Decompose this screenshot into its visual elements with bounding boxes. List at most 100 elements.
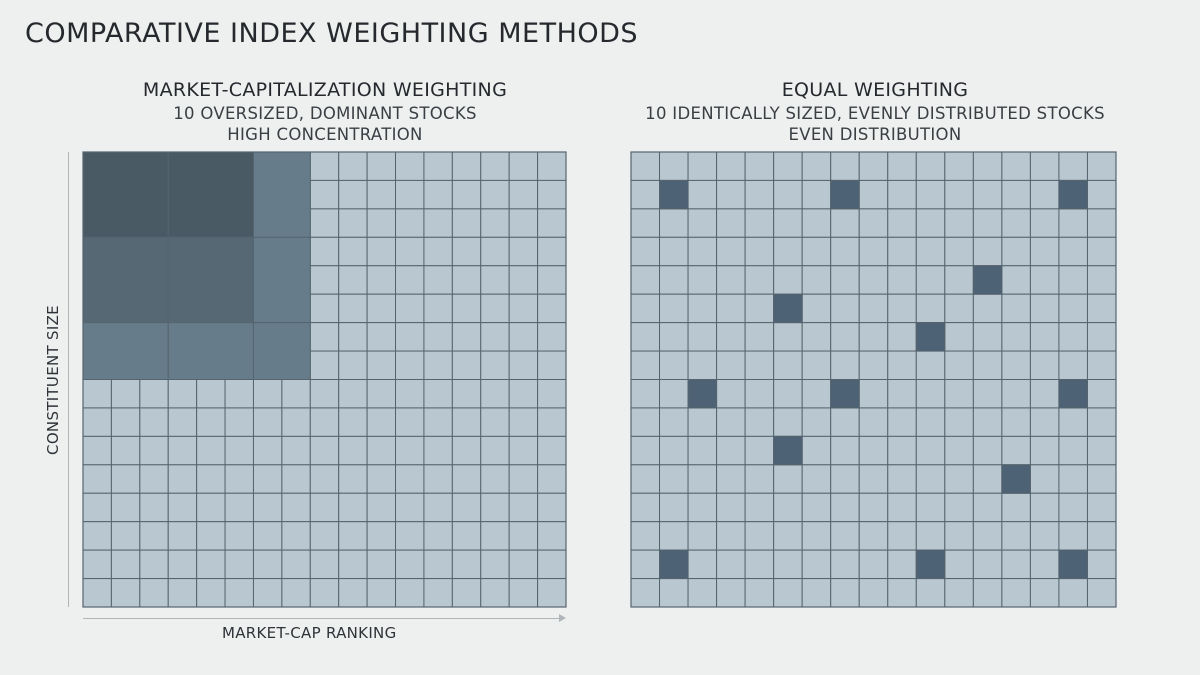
equal-weight-cell-cell <box>687 464 718 494</box>
market-cap-small-stock-cell <box>395 464 425 494</box>
equal-weight-cell-cell <box>915 407 946 437</box>
equal-weight-cell-cell <box>716 379 746 409</box>
market-cap-small-stock-cell <box>451 179 482 210</box>
market-cap-small-stock-cell <box>395 578 425 608</box>
market-cap-small-stock-cell <box>338 521 368 551</box>
market-cap-small-stock-cell <box>451 322 482 352</box>
market-cap-small-stock-cell <box>480 578 510 608</box>
market-cap-small-stock-cell <box>196 464 226 494</box>
market-cap-small-stock-cell <box>480 179 510 210</box>
equal-weight-stock <box>830 179 860 210</box>
market-cap-small-stock-cell <box>338 350 368 380</box>
equal-weight-cell-cell <box>744 322 775 352</box>
market-cap-small-stock-cell <box>281 492 311 523</box>
equal-weight-cell-cell <box>744 265 775 295</box>
market-cap-small-stock-cell <box>480 322 510 352</box>
equal-weight-cell-cell <box>716 435 746 466</box>
equal-weight-cell-cell <box>773 179 803 210</box>
equal-weight-cell-cell <box>744 379 775 409</box>
equal-weight-cell-cell <box>887 350 917 380</box>
market-cap-small-stock-cell <box>451 265 482 295</box>
market-cap-small-stock-cell <box>167 464 198 494</box>
equal-weight-cell-cell <box>1001 293 1031 324</box>
market-cap-small-stock-cell <box>395 379 425 409</box>
market-cap-small-stock-cell <box>309 151 340 181</box>
equal-weight-cell-cell <box>1029 322 1060 352</box>
market-cap-small-stock-cell <box>309 350 340 380</box>
market-cap-small-stock-cell <box>537 350 567 380</box>
market-cap-small-stock-cell <box>508 435 539 466</box>
equal-weight-cell-cell <box>915 179 946 210</box>
market-cap-small-stock-cell <box>252 435 283 466</box>
market-cap-small-stock-cell <box>423 521 453 551</box>
market-cap-small-stock-cell <box>110 549 141 580</box>
equal-weight-cell-cell <box>858 379 889 409</box>
equal-weight-cell-cell <box>858 236 889 267</box>
market-cap-small-stock-cell <box>451 208 482 238</box>
equal-weight-cell-cell <box>801 578 832 608</box>
equal-weight-stock <box>773 435 803 466</box>
market-cap-small-stock-cell <box>309 322 340 352</box>
market-cap-small-stock-cell <box>395 549 425 580</box>
market-cap-small-stock-cell <box>423 322 453 352</box>
equal-weight-cell-cell <box>944 435 974 466</box>
market-cap-small-stock-cell <box>366 151 397 181</box>
market-cap-small-stock-cell <box>508 151 539 181</box>
y-axis-label: CONSTITUENT SIZE <box>44 305 62 455</box>
equal-weight-cell-cell <box>1086 578 1117 608</box>
equal-weight-cell-cell <box>915 265 946 295</box>
equal-weight-cell-cell <box>944 521 974 551</box>
equal-weight-cell-cell <box>944 293 974 324</box>
equal-weight-stock <box>687 379 718 409</box>
equal-weight-cell-cell <box>887 322 917 352</box>
equal-weight-cell-cell <box>630 435 661 466</box>
equal-weight-cell-cell <box>1029 435 1060 466</box>
market-cap-small-stock-cell <box>451 549 482 580</box>
equal-weight-cell-cell <box>858 293 889 324</box>
equal-weight-cell-cell <box>887 379 917 409</box>
market-cap-small-stock-cell <box>508 578 539 608</box>
market-cap-small-stock-cell <box>423 350 453 380</box>
market-cap-small-stock-cell <box>252 521 283 551</box>
equal-weight-cell-cell <box>744 492 775 523</box>
equal-weight-cell-cell <box>716 151 746 181</box>
market-cap-small-stock-cell <box>338 293 368 324</box>
equal-weight-cell-cell <box>944 151 974 181</box>
equal-weight-cell-cell <box>687 208 718 238</box>
equal-weight-panel-header: EQUAL WEIGHTING 10 IDENTICALLY SIZED, EV… <box>620 80 1130 145</box>
market-cap-small-stock-cell <box>395 265 425 295</box>
equal-weight-cell-cell <box>858 208 889 238</box>
equal-weight-cell-cell <box>630 549 661 580</box>
equal-weight-stock <box>830 379 860 409</box>
market-cap-small-stock-cell <box>395 521 425 551</box>
equal-weight-cell-cell <box>972 151 1003 181</box>
equal-weight-cell-cell <box>1058 265 1088 295</box>
equal-weight-cell-cell <box>1058 350 1088 380</box>
equal-weight-cell-cell <box>659 464 689 494</box>
market-cap-panel-header: MARKET-CAPITALIZATION WEIGHTING 10 OVERS… <box>85 80 565 145</box>
equal-weight-heading: EQUAL WEIGHTING <box>781 79 969 101</box>
equal-weight-cell-cell <box>1058 293 1088 324</box>
market-cap-small-stock-cell <box>451 379 482 409</box>
market-cap-small-stock-cell <box>139 379 169 409</box>
market-cap-small-stock-cell <box>508 521 539 551</box>
equal-weight-cell-cell <box>1001 379 1031 409</box>
market-cap-small-stock-cell <box>338 208 368 238</box>
equal-weight-cell-cell <box>801 492 832 523</box>
equal-weight-cell-cell <box>630 492 661 523</box>
market-cap-heading: MARKET-CAPITALIZATION WEIGHTING <box>142 79 508 101</box>
equal-weight-cell-cell <box>716 492 746 523</box>
equal-weight-cell-cell <box>1001 407 1031 437</box>
market-cap-small-stock-cell <box>423 379 453 409</box>
equal-weight-cell-cell <box>1086 179 1117 210</box>
equal-weight-cell-cell <box>1001 179 1031 210</box>
market-cap-small-stock-cell <box>366 492 397 523</box>
equal-weight-cell-cell <box>1086 322 1117 352</box>
equal-weight-cell-cell <box>830 350 860 380</box>
market-cap-small-stock-cell <box>537 464 567 494</box>
market-cap-small-stock-cell <box>110 464 141 494</box>
equal-weight-cell-cell <box>830 435 860 466</box>
market-cap-small-stock-cell <box>309 407 340 437</box>
equal-weight-cell-cell <box>858 322 889 352</box>
equal-weight-cell-cell <box>1058 578 1088 608</box>
